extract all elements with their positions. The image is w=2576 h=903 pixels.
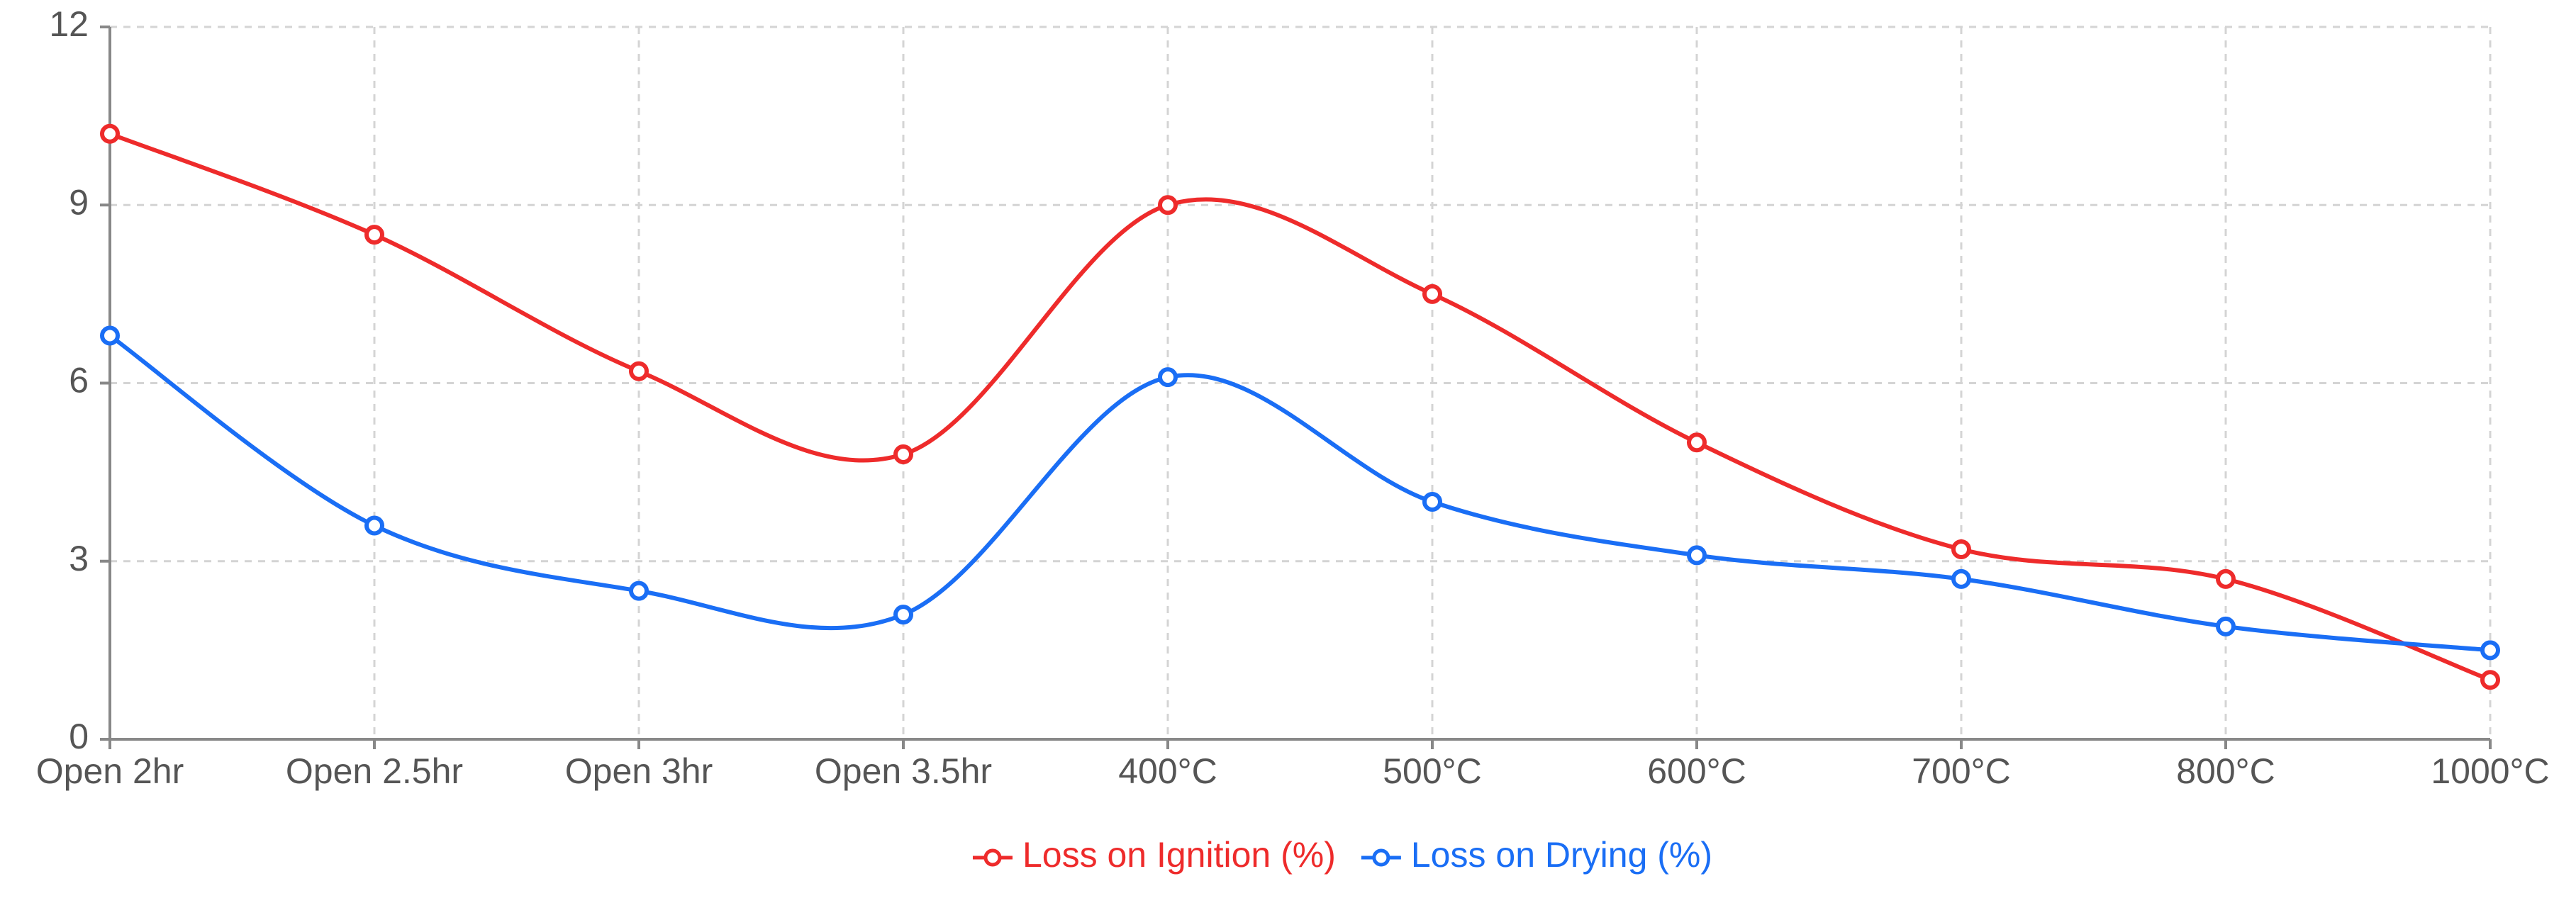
y-tick-label: 0 [69, 717, 89, 756]
legend-label: Loss on Ignition (%) [1022, 835, 1336, 875]
data-point[interactable] [629, 580, 649, 601]
series-layer [100, 123, 2500, 690]
legend-item-loss-on-drying[interactable]: Loss on Drying (%) [1361, 835, 1712, 875]
x-tick-label: Open 2.5hr [286, 751, 463, 791]
legend[interactable]: Loss on Ignition (%) Loss on Drying (%) [972, 835, 1712, 875]
data-point[interactable] [1422, 284, 1442, 304]
x-tick-label: Open 3.5hr [815, 751, 992, 791]
data-point[interactable] [1158, 195, 1178, 215]
data-point[interactable] [2480, 640, 2500, 661]
data-point[interactable] [1158, 367, 1178, 388]
data-point[interactable] [100, 325, 120, 346]
data-point[interactable] [2480, 670, 2500, 690]
legend-marker-point [983, 848, 1002, 867]
y-tick-label: 9 [69, 182, 89, 222]
x-tick-label: Open 2hr [36, 751, 184, 791]
y-tick-label: 6 [69, 361, 89, 400]
legend-label: Loss on Drying (%) [1411, 835, 1712, 875]
x-tick-label: 600°C [1647, 751, 1746, 791]
series-loss-on-ignition [100, 123, 2500, 690]
grid-layer [110, 26, 2492, 739]
axis-layer: 0 3 6 9 12 Open 2hr Open 2.5hr Open 3hr Open 3.5… [36, 4, 2550, 791]
data-point[interactable] [1687, 432, 1707, 453]
x-tick-label: 1000°C [2431, 751, 2549, 791]
data-point[interactable] [629, 361, 649, 381]
data-point[interactable] [2216, 616, 2236, 636]
data-point[interactable] [1951, 568, 1971, 589]
x-tick-label: 800°C [2176, 751, 2275, 791]
x-tick-label: 500°C [1383, 751, 1482, 791]
data-point[interactable] [364, 225, 384, 245]
x-tick-label: 700°C [1912, 751, 2011, 791]
x-tick-label: 400°C [1118, 751, 1217, 791]
x-tick-label: Open 3hr [565, 751, 713, 791]
series-line [108, 131, 2492, 683]
data-point[interactable] [1687, 545, 1707, 566]
y-tick-label: 12 [49, 4, 89, 44]
series-loss-on-drying [100, 325, 2500, 661]
data-point[interactable] [100, 123, 120, 144]
legend-marker-point [1372, 848, 1390, 867]
y-tick-label: 3 [69, 539, 89, 578]
data-point[interactable] [893, 605, 913, 625]
series-line [108, 334, 2491, 653]
data-point[interactable] [1951, 539, 1971, 559]
data-point[interactable] [1422, 492, 1442, 512]
data-point[interactable] [2216, 568, 2236, 589]
data-point[interactable] [364, 515, 384, 536]
data-point[interactable] [893, 444, 913, 464]
legend-item-loss-on-ignition[interactable]: Loss on Ignition (%) [972, 835, 1336, 875]
